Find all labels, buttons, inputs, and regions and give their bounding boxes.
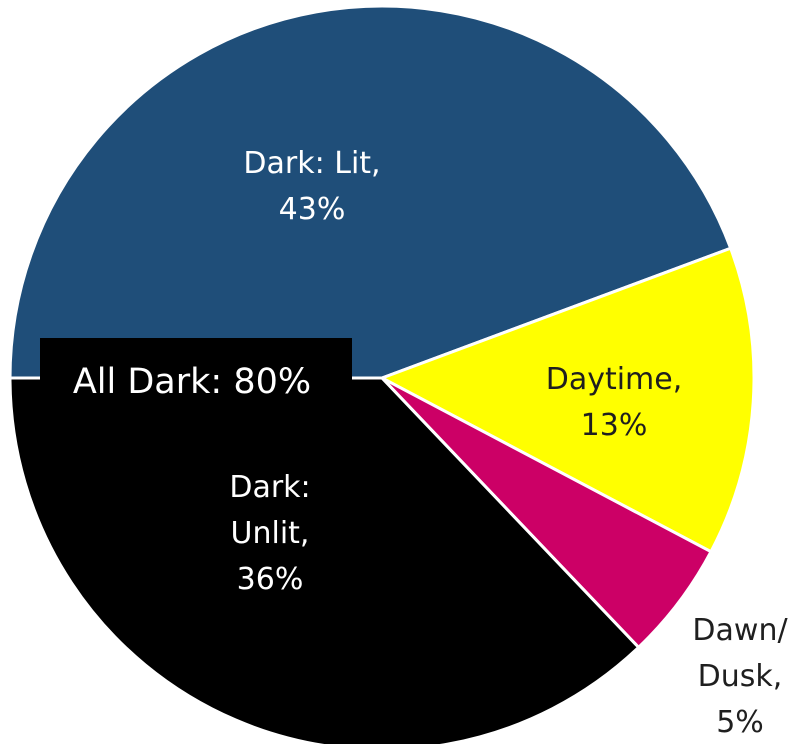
all-dark-annotation: All Dark: 80% [40,338,352,424]
all-dark-annotation-text: All Dark: 80% [73,362,311,402]
pie-label-line: 43% [279,192,346,227]
pie-slice-dark-lit [8,4,733,380]
pie-label-line: Dark: [229,470,310,505]
pie-label-line: Unlit, [231,516,310,551]
pie-label-line: 36% [237,562,304,597]
pie-label-dawn-dusk: Dawn/Dusk, 5% [692,613,788,740]
pie-label-line: 5% [716,705,764,740]
pie-label-line: Dusk, [698,659,783,694]
pie-labels: Dark: Lit, 43% Daytime, 13% Dawn/Dusk, 5% Dark… [229,146,788,740]
pie-slice-dark-unlit [8,376,641,744]
pie-label-line: Daytime, [546,362,683,397]
pie-label-line: 13% [581,408,648,443]
pie-label-line: Dark: Lit, [243,146,380,181]
pie-slices [8,4,756,744]
pie-label-dark-lit: Dark: Lit, 43% [243,146,380,227]
all-dark-annotation-box [40,338,352,424]
pie-label-line: Dawn/ [692,613,788,648]
pie-label-dark-unlit: Dark: Unlit, 36% [229,470,310,597]
pie-slice-daytime [380,246,756,554]
pie-label-daytime: Daytime, 13% [546,362,683,443]
